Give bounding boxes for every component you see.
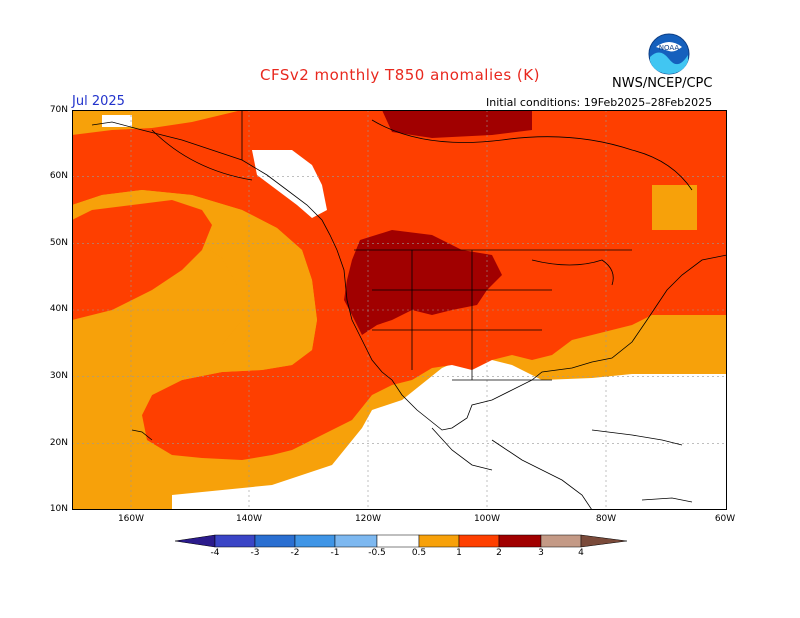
hot-anomaly-region	[344, 230, 502, 335]
lat-label: 20N	[49, 438, 68, 448]
colorbar-cell	[458, 534, 500, 548]
lon-label: 120W	[354, 514, 382, 524]
colorbar-cell	[540, 534, 582, 548]
arctic-neutral-patch	[102, 115, 132, 127]
colorbar-tick-label: 3	[538, 548, 544, 558]
logo-text: NOAA	[659, 44, 680, 52]
noaa-logo-icon: NOAA	[648, 33, 690, 75]
colorbar-cell	[334, 534, 378, 548]
colorbar-arrow-high	[580, 534, 627, 548]
colorbar-tick-label: -1	[330, 548, 340, 558]
lon-label: 160W	[117, 514, 145, 524]
valid-month-label: Jul 2025	[72, 94, 125, 109]
colorbar-tick-label: -2	[290, 548, 300, 558]
lat-label: 50N	[49, 238, 68, 248]
lat-label: 40N	[49, 304, 68, 314]
pacific-orange-band	[72, 190, 317, 415]
colorbar-cell	[254, 534, 296, 548]
alaska-neutral-patch	[252, 150, 327, 218]
colorbar-cell	[376, 534, 420, 548]
lat-label: 30N	[49, 371, 68, 381]
lon-label: 80W	[595, 514, 617, 524]
agency-label: NWS/NCEP/CPC	[612, 76, 713, 91]
colorbar-cell	[418, 534, 460, 548]
subtropical-orange-region	[72, 200, 212, 320]
lat-label: 70N	[49, 105, 68, 115]
colorbar-tick-label: -4	[210, 548, 220, 558]
colorbar	[175, 534, 627, 548]
colorbar-tick-label: 1	[456, 548, 462, 558]
neutral-anomaly-region	[172, 355, 727, 510]
colorbar-cell	[214, 534, 256, 548]
anomaly-map	[72, 110, 727, 510]
lon-label: 100W	[473, 514, 501, 524]
map-title: CFSv2 monthly T850 anomalies (K)	[260, 66, 540, 84]
colorbar-tick-label: -0.5	[368, 548, 386, 558]
arctic-hot-patch	[382, 110, 532, 138]
map-frame	[72, 110, 727, 510]
lat-label: 60N	[49, 171, 68, 181]
lon-label: 140W	[235, 514, 263, 524]
northeast-orange-patch	[652, 185, 697, 230]
colorbar-cell	[498, 534, 542, 548]
coastlines	[91, 110, 727, 510]
initial-conditions-label: Initial conditions: 19Feb2025–28Feb2025	[486, 96, 713, 109]
colorbar-arrow-low	[175, 534, 216, 548]
colorbar-tick-label: 2	[496, 548, 502, 558]
lon-label: 60W	[714, 514, 736, 524]
colorbar-tick-label: 0.5	[411, 548, 427, 558]
colorbar-cell	[294, 534, 336, 548]
lat-label: 10N	[49, 504, 68, 514]
graticule	[72, 110, 727, 510]
colorbar-tick-label: -3	[250, 548, 260, 558]
colorbar-tick-label: 4	[578, 548, 584, 558]
